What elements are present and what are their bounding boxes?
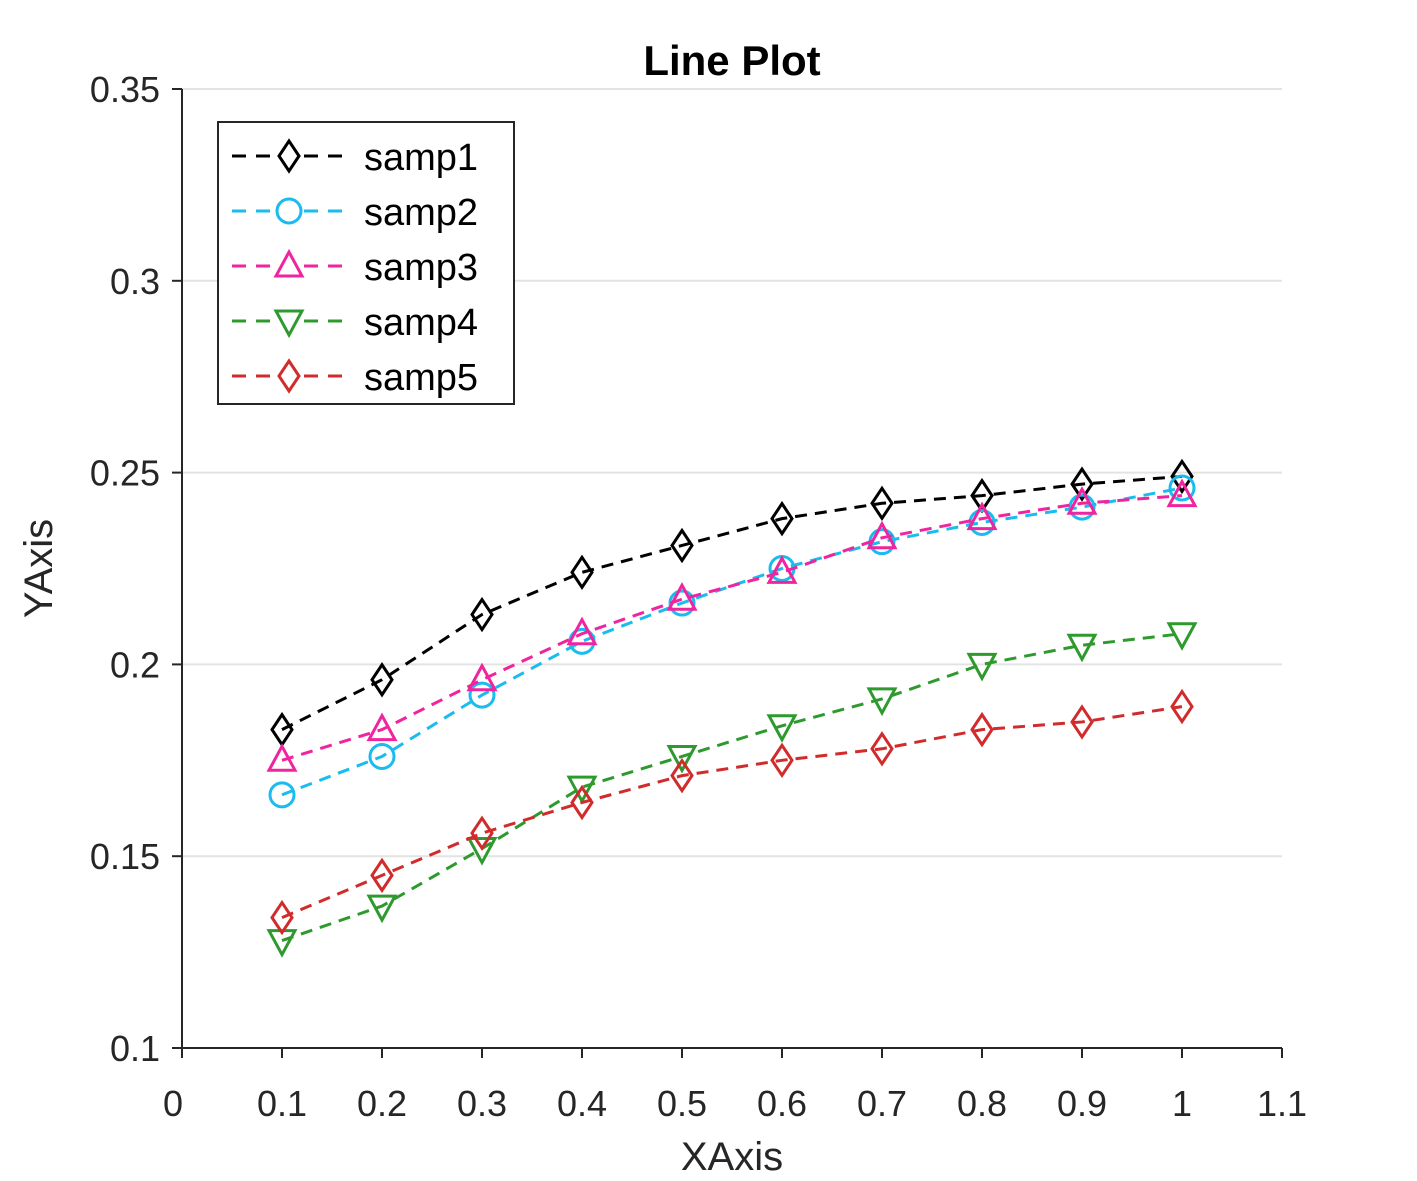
x-tick-label: 0.3 (457, 1083, 507, 1124)
y-tick-label: 0.2 (110, 644, 160, 685)
axes (181, 89, 1282, 1049)
x-tick-label: 0 (163, 1083, 183, 1124)
series-line-samp2 (281, 486, 1183, 797)
data-point-samp5 (470, 815, 494, 851)
data-point-samp1 (1170, 458, 1194, 495)
legend-item-samp3: samp3 (232, 247, 478, 289)
data-point-samp4 (666, 744, 698, 774)
x-tick-label: 0.6 (757, 1083, 807, 1124)
y-axis-title: YAxis (17, 519, 61, 618)
data-point-samp3 (266, 743, 298, 772)
data-point-samp1 (870, 485, 894, 521)
chart-title: Line Plot (643, 37, 820, 84)
x-tick-label: 0.7 (857, 1083, 907, 1124)
legend-item-samp4: samp4 (232, 302, 478, 344)
data-point-samp1 (370, 662, 394, 698)
y-tick-label: 0.15 (90, 836, 160, 877)
series-line-samp3 (281, 494, 1183, 762)
series-line-samp4 (281, 632, 1183, 943)
x-tick-label: 0.5 (657, 1083, 707, 1124)
legend-label: samp5 (364, 357, 478, 399)
data-point-samp5 (870, 731, 894, 767)
data-point-samp4 (966, 652, 998, 682)
data-point-samp4 (1066, 633, 1098, 663)
series-line-samp5 (281, 705, 1183, 919)
x-tick-label: 0.1 (257, 1083, 307, 1124)
data-point-samp3 (466, 662, 498, 692)
legend-marker (277, 358, 301, 394)
legend-box (217, 121, 515, 405)
data-point-samp1 (1070, 466, 1094, 502)
legend: samp1 samp2 samp3 samp4 samp5 (217, 121, 515, 405)
y-tick-label: 0.35 (90, 69, 160, 110)
data-point-samp5 (370, 857, 394, 894)
data-point-samp3 (666, 582, 698, 611)
series-samp1 (270, 458, 1194, 748)
legend-label: samp1 (364, 137, 478, 179)
legend-item-samp5: samp5 (232, 357, 478, 399)
series-samp4 (266, 622, 1198, 958)
data-point-samp5 (970, 711, 994, 748)
x-axis-title: XAxis (681, 1135, 783, 1179)
data-point-samp3 (766, 555, 798, 584)
data-point-samp1 (570, 554, 594, 591)
legend-marker (277, 138, 301, 174)
data-point-samp2 (368, 742, 396, 770)
data-point-samp2 (968, 508, 996, 536)
x-tick-label: 1.1 (1257, 1083, 1307, 1124)
legend-marker (273, 248, 305, 278)
legend-label: samp4 (364, 302, 478, 344)
series-samp3 (266, 478, 1198, 772)
data-point-samp2 (668, 589, 696, 617)
data-point-samp2 (468, 681, 496, 709)
data-point-samp4 (466, 837, 498, 866)
data-point-samp5 (1170, 688, 1194, 725)
x-tick-label: 0.9 (1057, 1083, 1107, 1124)
data-point-samp3 (566, 616, 598, 646)
data-point-samp3 (1166, 478, 1198, 508)
data-point-samp1 (770, 500, 794, 537)
data-point-samp5 (270, 899, 294, 936)
x-tick-label: 0.2 (357, 1083, 407, 1124)
data-point-samp1 (670, 527, 694, 564)
data-point-samp5 (570, 784, 594, 821)
legend-label: samp3 (364, 247, 478, 289)
data-point-samp4 (366, 894, 398, 924)
data-point-samp4 (1166, 622, 1198, 651)
y-tick-label: 0.1 (110, 1028, 160, 1069)
series-samp2 (268, 474, 1196, 809)
legend-label: samp2 (364, 192, 478, 234)
data-point-samp5 (1070, 704, 1094, 740)
y-ticks: 0.1 0.15 0.2 0.25 0.3 0.35 (90, 69, 182, 1069)
y-tick-label: 0.25 (90, 453, 160, 494)
data-point-samp4 (866, 687, 898, 717)
series-layer (266, 458, 1198, 958)
data-point-samp3 (1066, 486, 1098, 515)
series-line-samp1 (281, 474, 1183, 731)
series-samp5 (270, 688, 1194, 936)
legend-marker (275, 197, 303, 225)
data-point-samp1 (470, 596, 494, 633)
data-point-samp4 (566, 775, 598, 805)
y-tick-label: 0.3 (110, 261, 160, 302)
legend-marker (273, 309, 305, 339)
x-tick-label: 0.4 (557, 1083, 607, 1124)
data-point-samp2 (1168, 474, 1196, 502)
x-tick-label: 0.8 (957, 1083, 1007, 1124)
legend-item-samp2: samp2 (232, 192, 478, 234)
data-point-samp2 (268, 781, 296, 809)
data-point-samp5 (770, 742, 794, 779)
data-point-samp2 (1068, 493, 1096, 521)
x-tick-label: 1 (1172, 1083, 1192, 1124)
x-ticks: 0 0.1 0.2 0.3 0.4 0.5 0.6 0.7 0.8 0.9 1 1.1 (163, 1048, 1307, 1124)
data-point-samp3 (966, 501, 998, 531)
legend-item-samp1: samp1 (232, 137, 478, 179)
data-point-samp3 (866, 520, 898, 550)
data-point-samp4 (766, 714, 798, 743)
data-point-samp5 (670, 757, 694, 794)
data-point-samp3 (366, 712, 398, 742)
